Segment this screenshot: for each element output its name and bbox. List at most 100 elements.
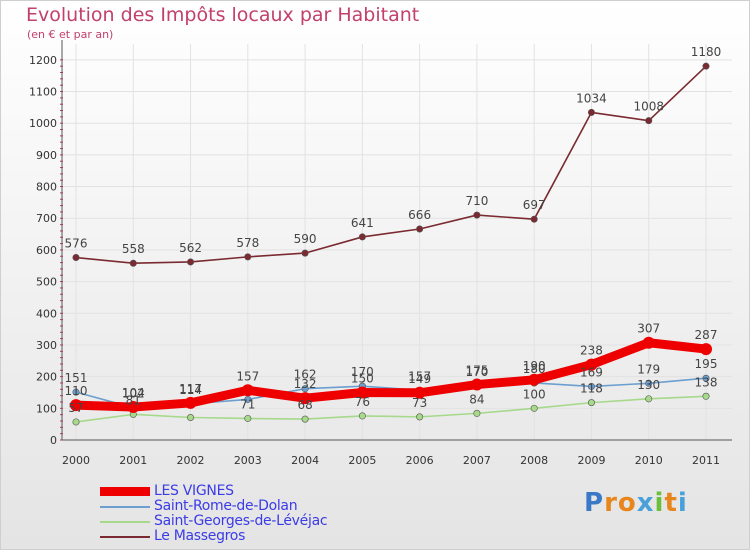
data-point-les-vignes [528,373,541,386]
y-tick-label: 400 [36,307,57,320]
data-point-saint-georges-de-levejac [358,412,366,420]
data-label-le-massegros: 666 [408,208,431,222]
y-tick-label: 600 [36,244,57,257]
data-point-le-massegros [587,108,595,116]
data-label-les-vignes: 117 [179,382,202,396]
data-point-saint-georges-de-levejac [702,392,710,400]
data-label-saint-georges-de-levejac: 73 [412,396,427,410]
data-label-le-massegros: 576 [65,237,88,251]
data-point-saint-georges-de-levejac [587,399,595,407]
data-point-saint-georges-de-levejac [301,415,309,423]
data-point-saint-georges-de-levejac [244,414,252,422]
logo-letter: x [636,488,655,518]
data-point-le-massegros [72,254,80,262]
logo-letter: r [604,488,618,518]
data-label-les-vignes: 175 [465,364,488,378]
data-label-le-massegros: 590 [294,232,317,246]
x-tick-label: 2002 [177,454,205,467]
y-tick-label: 200 [36,371,57,384]
data-label-saint-georges-de-levejac: 76 [355,395,370,409]
data-label-les-vignes: 307 [637,322,660,336]
data-point-le-massegros [530,215,538,223]
data-label-saint-rome-de-dolan: 102 [122,387,145,401]
data-point-les-vignes [642,336,655,349]
x-tick-label: 2011 [692,454,720,467]
data-label-saint-georges-de-levejac: 138 [695,375,718,389]
data-point-le-massegros [702,62,710,70]
legend-label: Saint-Georges-de-Lévéjac [154,513,328,529]
data-point-saint-georges-de-levejac [72,418,80,426]
data-point-les-vignes [70,399,82,412]
y-tick-label: 1000 [29,117,57,130]
x-tick-label: 2009 [577,454,605,467]
grid [62,44,732,440]
data-label-saint-georges-de-levejac: 57 [68,401,83,415]
legend-label: Saint-Rome-de-Dolan [154,498,298,514]
y-tick-label: 1200 [29,54,57,67]
data-label-saint-georges-de-levejac: 71 [240,397,255,411]
series-line-le-massegros [75,65,707,265]
data-point-le-massegros [358,233,366,241]
data-point-saint-georges-de-levejac [530,404,538,412]
logo-letter: P [584,488,605,518]
data-label-saint-rome-de-dolan: 162 [294,368,317,382]
data-label-les-vignes: 149 [408,372,431,386]
data-label-les-vignes: 110 [65,384,88,398]
legend-swatch [100,506,150,508]
data-label-les-vignes: 157 [236,369,259,383]
data-point-le-massegros [244,253,252,261]
data-point-saint-georges-de-levejac [187,414,195,422]
data-label-saint-rome-de-dolan: 151 [65,371,88,385]
data-label-les-vignes: 190 [523,359,546,373]
x-tick-label: 2005 [348,454,376,467]
legend-swatch [100,521,150,523]
data-point-saint-rome-de-dolan [645,379,653,387]
y-tick-label: 900 [36,149,57,162]
data-point-saint-rome-de-dolan [72,388,80,396]
data-label-le-massegros: 1008 [633,100,664,114]
data-point-le-massegros [301,249,309,257]
data-label-saint-rome-de-dolan: 180 [523,362,546,376]
data-label-saint-georges-de-levejac: 130 [637,378,660,392]
data-label-saint-rome-de-dolan: 195 [695,357,718,371]
data-point-saint-rome-de-dolan [301,385,309,393]
data-point-saint-georges-de-levejac [416,413,424,421]
line-chart: 0 100 200 300 400 500 600 700 800 900 1000 1100 1200… [29,40,732,467]
logo-letter: o [617,488,637,518]
data-point-les-vignes [356,386,369,399]
y-tick-label: 100 [36,402,57,415]
data-point-les-vignes [299,392,312,405]
series-line-saint-georges-de-levejac [75,395,707,423]
y-tick-label: 0 [50,434,57,447]
data-label-saint-georges-de-levejac: 84 [469,392,484,406]
data-label-les-vignes: 150 [351,371,374,385]
x-tick-label: 2004 [291,454,319,467]
data-point-saint-rome-de-dolan [702,374,710,382]
proxiti-logo: Proxiti [584,488,688,518]
data-point-les-vignes [184,396,197,409]
x-tick-label: 2003 [234,454,262,467]
x-tick-label: 2010 [635,454,663,467]
data-label-le-massegros: 1034 [576,91,607,105]
legend-swatch [100,487,150,496]
legend-swatch [100,536,150,538]
data-label-saint-georges-de-levejac: 81 [126,393,141,407]
logo-letter: i [677,488,688,518]
data-label-saint-georges-de-levejac: 118 [580,382,603,396]
data-label-le-massegros: 558 [122,242,145,256]
y-tick-label: 300 [36,339,57,352]
data-label-saint-georges-de-levejac: 100 [523,387,546,401]
data-point-le-massegros [645,117,653,125]
data-label-saint-rome-de-dolan: 170 [351,365,374,379]
data-point-le-massegros [473,211,481,219]
data-label-saint-georges-de-levejac: 68 [297,398,312,412]
data-label-les-vignes: 104 [122,386,145,400]
series-line-les-vignes [71,338,711,412]
data-point-le-massegros [416,225,424,233]
data-label-saint-rome-de-dolan: 179 [637,362,660,376]
x-tick-label: 2007 [463,454,491,467]
data-label-les-vignes: 287 [695,328,718,342]
data-point-les-vignes [241,384,254,397]
logo-letter: i [654,488,665,518]
